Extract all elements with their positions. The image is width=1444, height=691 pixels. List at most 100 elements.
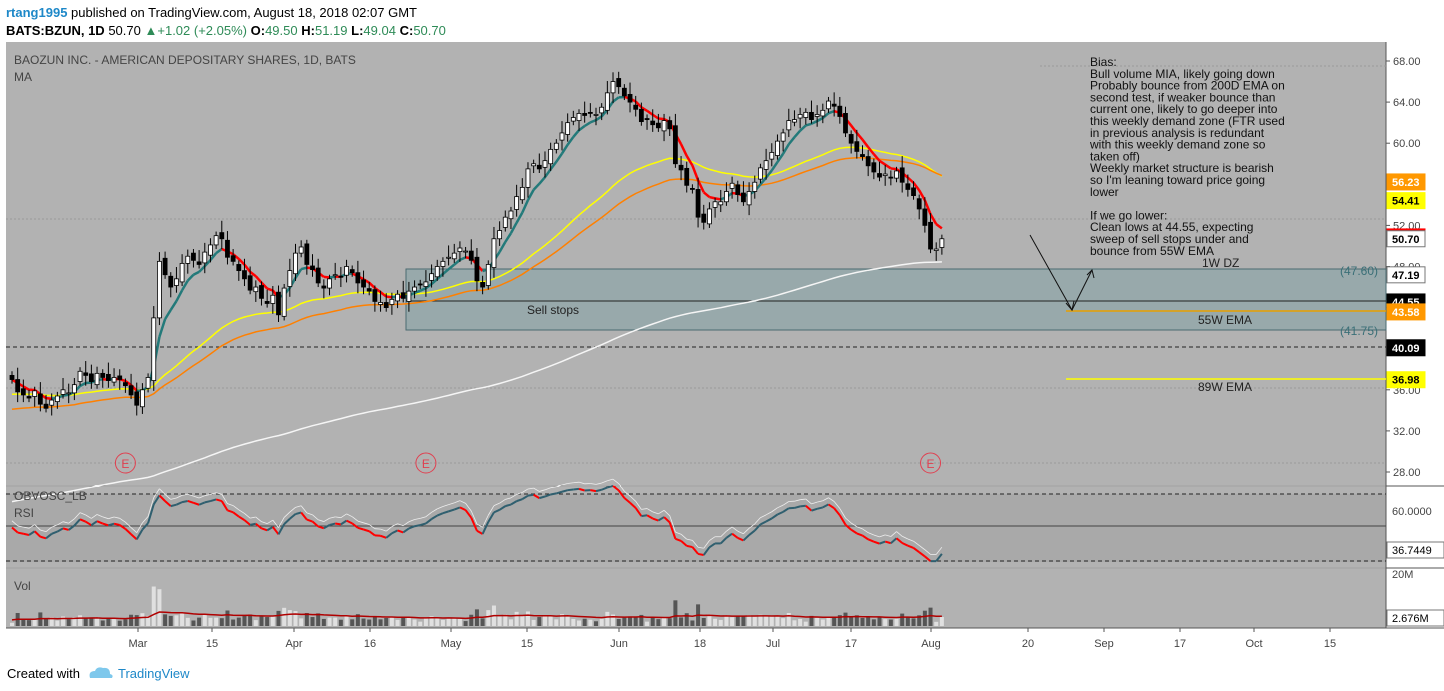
fast-ma-segment [821, 112, 830, 119]
rsi-segment [827, 503, 835, 510]
volume-bar [752, 616, 757, 626]
volume-bar [321, 618, 326, 626]
fast-ma-segment [447, 263, 456, 271]
rsi-segment [289, 513, 297, 520]
volume-bar [735, 616, 740, 626]
candle-body [361, 279, 366, 288]
rsi-segment [895, 537, 903, 544]
x-tick-label: Apr [285, 638, 302, 650]
candle-body [497, 230, 503, 240]
volume-bar [843, 612, 848, 626]
rsi-segment [459, 506, 467, 512]
volume-bar [656, 619, 661, 626]
obvosc-segment [487, 505, 495, 516]
volume-bar [645, 621, 650, 626]
volume-bar [202, 613, 207, 626]
obvosc-segment [414, 518, 421, 520]
candle-body [270, 294, 276, 304]
obvosc-segment [709, 536, 716, 541]
obvosc-segment [839, 508, 846, 519]
price-chart[interactable]: E E E (47.60) (41.75) 1W DZ 55W EMA 89W EM… [0, 42, 1444, 657]
rsi-segment [164, 500, 172, 507]
obvosc-segment [130, 527, 138, 533]
price-badge-value: 36.98 [1392, 375, 1420, 387]
rsi-segment [448, 508, 455, 513]
rsi-segment [623, 497, 631, 504]
candle-body [582, 113, 588, 116]
open-label: O: [250, 23, 266, 38]
volume-bar [911, 618, 916, 626]
obvosc-segment [289, 507, 296, 513]
obvosc-segment [765, 511, 772, 516]
volume-bar [616, 618, 621, 626]
obvosc-segment [499, 499, 506, 504]
volume-bar [372, 617, 377, 626]
candle-body [480, 282, 486, 288]
x-tick-label: 17 [1174, 638, 1186, 650]
obvosc-segment [686, 538, 693, 541]
x-tick-label: 15 [206, 638, 218, 650]
volume-pane [6, 569, 1386, 628]
candle-body [860, 154, 865, 157]
rsi-segment [805, 505, 813, 512]
publish-line: rtang1995 published on TradingView.com, … [6, 5, 417, 20]
rsi-segment [516, 498, 523, 503]
publish-header: rtang1995 published on TradingView.com, … [0, 0, 1444, 42]
volume-bar [259, 616, 264, 626]
rsi-segment [731, 532, 739, 539]
main-pane [6, 42, 1386, 485]
rsi-segment [742, 534, 750, 542]
volume-bar [327, 617, 332, 626]
rsi-segment [550, 492, 557, 496]
obvosc-segment [329, 516, 336, 519]
rsi-segment [215, 498, 223, 503]
volume-bar [724, 615, 729, 626]
volume-bar [83, 617, 88, 626]
candle-body [434, 266, 440, 278]
volume-bar [457, 618, 462, 626]
volume-bar [820, 619, 825, 626]
rsi-segment [856, 532, 863, 537]
obvosc-segment [777, 504, 784, 509]
obvosc-segment [204, 493, 211, 497]
fast-ma-segment [294, 268, 303, 279]
candle-body [627, 93, 633, 103]
volume-bar [66, 619, 71, 626]
rsi-segment [306, 518, 313, 523]
obvosc-segment [198, 495, 205, 499]
candle-body [94, 372, 100, 386]
obvosc-segment [669, 515, 676, 533]
volume-bar [854, 615, 859, 626]
obvosc-segment [896, 531, 903, 537]
fast-ma-segment [186, 273, 195, 282]
tradingview-logo-icon[interactable] [88, 665, 114, 681]
fast-ma-segment [203, 259, 212, 268]
candle-body [174, 278, 179, 286]
obvosc-segment [822, 497, 829, 502]
volume-bar [917, 615, 922, 626]
rsi-segment [130, 533, 138, 541]
candle-body [758, 167, 763, 180]
rsi-segment [884, 540, 892, 545]
rsi-segment [708, 542, 716, 549]
fast-ma-segment [855, 132, 864, 141]
obvosc-segment [510, 494, 517, 499]
author-link[interactable]: rtang1995 [6, 5, 68, 20]
obvosc-segment [79, 512, 86, 516]
obvosc-segment [187, 493, 194, 497]
fast-ma-segment [521, 199, 530, 214]
candle-body [162, 257, 168, 276]
obvosc-segment [873, 534, 880, 538]
candle-body [26, 396, 32, 399]
obvosc-segment [96, 514, 103, 518]
x-tick-label: Oct [1245, 638, 1262, 650]
fast-ma-segment [793, 129, 802, 139]
rsi-segment [431, 514, 438, 520]
tradingview-link[interactable]: TradingView [118, 666, 190, 681]
volume-bar [389, 617, 394, 626]
volume-bar [605, 611, 610, 626]
candle-body [922, 208, 928, 226]
rsi-segment [663, 516, 671, 524]
ema55w-label: 55W EMA [1198, 313, 1252, 327]
candle-body [843, 113, 848, 134]
